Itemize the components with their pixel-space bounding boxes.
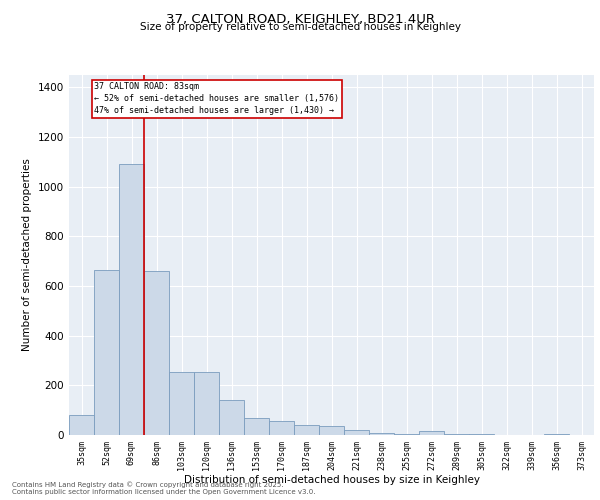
Bar <box>394 434 419 435</box>
Text: 37, CALTON ROAD, KEIGHLEY, BD21 4UR: 37, CALTON ROAD, KEIGHLEY, BD21 4UR <box>166 12 434 26</box>
Text: Contains HM Land Registry data © Crown copyright and database right 2025.: Contains HM Land Registry data © Crown c… <box>12 481 284 488</box>
Bar <box>369 432 394 435</box>
Bar <box>219 400 244 435</box>
Bar <box>144 271 169 435</box>
Text: Size of property relative to semi-detached houses in Keighley: Size of property relative to semi-detach… <box>139 22 461 32</box>
X-axis label: Distribution of semi-detached houses by size in Keighley: Distribution of semi-detached houses by … <box>184 476 479 486</box>
Bar <box>169 372 194 435</box>
Bar <box>469 434 494 435</box>
Bar <box>294 425 319 435</box>
Bar <box>544 434 569 435</box>
Bar <box>319 426 344 435</box>
Bar <box>419 430 444 435</box>
Bar <box>119 164 144 435</box>
Y-axis label: Number of semi-detached properties: Number of semi-detached properties <box>22 158 32 352</box>
Text: Contains public sector information licensed under the Open Government Licence v3: Contains public sector information licen… <box>12 489 316 495</box>
Bar <box>69 415 94 435</box>
Text: 37 CALTON ROAD: 83sqm
← 52% of semi-detached houses are smaller (1,576)
47% of s: 37 CALTON ROAD: 83sqm ← 52% of semi-deta… <box>94 82 339 115</box>
Bar <box>269 422 294 435</box>
Bar <box>94 270 119 435</box>
Bar <box>344 430 369 435</box>
Bar <box>444 434 469 435</box>
Bar <box>194 372 219 435</box>
Bar <box>244 418 269 435</box>
